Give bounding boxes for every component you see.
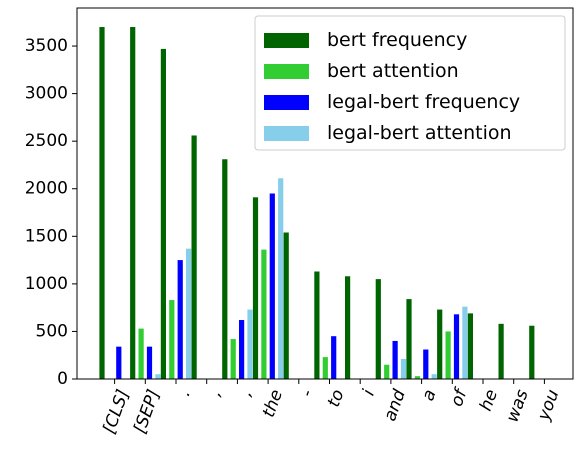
bar-bert-frequency-6	[283, 232, 289, 379]
legend-swatch-bert-attention	[264, 64, 309, 79]
bar-bert-frequency-12	[467, 313, 473, 379]
bar-legal-bert-frequency-4	[239, 320, 245, 379]
bar-legal-bert-frequency-10	[423, 349, 429, 379]
bar-bert-frequency-11	[437, 309, 443, 379]
legend-label-legal-bert-attention: legal-bert attention	[327, 122, 512, 144]
bar-legal-bert-frequency-11	[453, 314, 460, 379]
bar-bert-frequency-13	[498, 323, 504, 379]
y-tick-label: 3000	[25, 84, 68, 104]
bar-bert-frequency-14	[529, 325, 535, 379]
bar-legal-bert-frequency-9	[392, 340, 398, 379]
y-tick-label: 500	[36, 321, 68, 341]
y-tick-label: 0	[57, 369, 68, 389]
bar-bert-frequency-3	[191, 135, 197, 379]
bar-bert-attention-11	[445, 331, 451, 379]
bar-bert-attention-2	[169, 300, 175, 379]
x-tick-label: of	[447, 384, 472, 409]
bar-bert-attention-1	[138, 328, 144, 379]
legend-label-bert-attention: bert attention	[327, 60, 459, 82]
bar-legal-bert-attention-5	[278, 178, 284, 379]
x-tick-label: ,	[205, 387, 226, 399]
bars-layer	[99, 27, 535, 380]
bar-legal-bert-frequency-1	[146, 346, 153, 379]
x-tick-label: [SEP]	[130, 387, 164, 436]
bar-bert-frequency-8	[345, 276, 351, 379]
bar-legal-bert-attention-1	[155, 374, 161, 379]
plot-frame	[76, 7, 574, 380]
bar-bert-attention-5	[261, 249, 267, 379]
x-tick-label: [CLS]	[99, 387, 133, 437]
y-tick-label: 1000	[25, 274, 68, 294]
x-tick-label: a	[418, 387, 440, 404]
x-tick-label: -	[297, 387, 318, 400]
x-axis: [CLS][SEP].,, the - to i and a of he was you	[99, 379, 563, 436]
bar-bert-frequency-9	[375, 279, 381, 379]
bar-bert-frequency-2	[160, 48, 166, 379]
y-axis: 0 500 1000 1500 2000 2500 3000 3500	[25, 36, 77, 389]
x-tick-label: he	[476, 387, 502, 414]
legend: bert frequency bert attention legal-bert f…	[254, 15, 566, 151]
bar-bert-attention-9	[384, 364, 390, 379]
bar-bert-attention-4	[230, 339, 236, 379]
x-tick-label: to	[324, 387, 349, 410]
x-tick-label: ,	[236, 387, 257, 399]
bar-legal-bert-attention-11	[462, 306, 468, 379]
x-tick-label: .	[174, 387, 195, 399]
x-tick-label: the	[259, 387, 287, 420]
y-tick-label: 1500	[25, 226, 68, 246]
bar-legal-bert-frequency-5	[269, 193, 275, 379]
y-tick-label: 2000	[25, 179, 68, 199]
legend-label-bert-frequency: bert frequency	[327, 29, 467, 51]
bar-bert-attention-7	[322, 357, 328, 379]
legend-swatch-legal-bert-attention	[264, 126, 309, 141]
bar-bert-frequency-5	[252, 197, 259, 379]
legend-swatch-bert-frequency	[264, 33, 309, 48]
legend-label-legal-bert-frequency: legal-bert frequency	[327, 91, 520, 113]
bar-bert-frequency-0	[99, 27, 105, 380]
bar-legal-bert-attention-10	[431, 374, 437, 379]
bar-legal-bert-attention-9	[400, 359, 407, 379]
bar-bert-frequency-1	[130, 27, 136, 380]
bar-legal-bert-attention-2	[186, 248, 192, 379]
x-tick-label: was	[503, 387, 533, 425]
bar-legal-bert-attention-4	[247, 309, 253, 379]
bar-legal-bert-frequency-7	[331, 336, 337, 379]
bar-bert-attention-10	[414, 376, 420, 379]
x-tick-label: and	[380, 387, 410, 424]
x-tick-label: you	[534, 387, 564, 424]
legend-swatch-legal-bert-frequency	[264, 95, 309, 110]
bar-bert-frequency-10	[406, 299, 412, 379]
bar-bert-frequency-4	[222, 159, 228, 379]
bar-legal-bert-frequency-0	[116, 346, 122, 379]
y-tick-label: 2500	[25, 131, 68, 151]
bar-legal-bert-frequency-2	[177, 260, 183, 379]
legend-box	[254, 15, 566, 151]
bar-bert-frequency-7	[314, 271, 320, 379]
x-tick-label: i	[359, 387, 380, 399]
y-tick-label: 3500	[25, 36, 68, 56]
